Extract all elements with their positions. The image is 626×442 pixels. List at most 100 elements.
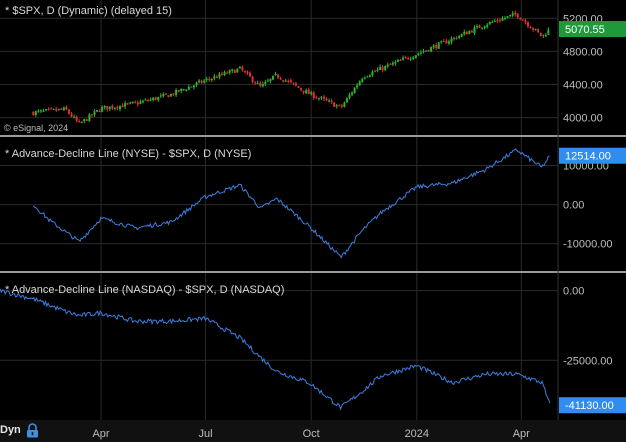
candle-down xyxy=(32,111,35,116)
candle-up xyxy=(266,80,269,82)
x-tick-label: Jul xyxy=(199,428,213,440)
candle-down xyxy=(134,102,137,104)
candle-down xyxy=(154,97,157,100)
candle-down xyxy=(526,22,529,27)
candle-up xyxy=(483,26,486,29)
x-tick-label: Oct xyxy=(303,428,320,440)
candle-down xyxy=(282,80,285,82)
candle-up xyxy=(506,16,509,18)
candle-down xyxy=(75,116,78,121)
candle-up xyxy=(236,68,239,73)
candle-up xyxy=(274,74,277,76)
candle-down xyxy=(312,92,315,99)
candle-down xyxy=(470,30,473,33)
candle-up xyxy=(52,108,55,110)
dynamic-mode-label[interactable]: Dyn xyxy=(0,424,21,436)
candle-up xyxy=(368,75,371,77)
candle-up xyxy=(468,31,471,34)
candle-down xyxy=(277,74,280,78)
candle-down xyxy=(478,25,481,28)
candle-down xyxy=(215,76,218,78)
candle-up xyxy=(88,114,91,122)
candle-up xyxy=(223,72,226,76)
candle-up xyxy=(511,13,514,16)
candle-up xyxy=(320,97,323,99)
candle-down xyxy=(307,89,310,94)
adl-series-line xyxy=(32,148,550,259)
candle-up xyxy=(73,116,76,118)
candle-up xyxy=(129,102,132,104)
candle-up xyxy=(351,92,354,95)
candle-down xyxy=(514,12,517,15)
candle-up xyxy=(261,83,264,87)
y-tick-label: -10000.00 xyxy=(563,239,613,251)
candle-up xyxy=(417,53,420,55)
candle-up xyxy=(422,51,425,53)
candle-up xyxy=(391,62,394,65)
candle-up xyxy=(310,92,313,95)
nasdaq-adl-panel[interactable] xyxy=(0,288,551,411)
candle-down xyxy=(516,13,519,18)
candle-up xyxy=(328,100,331,102)
candle-up xyxy=(103,106,106,108)
candle-down xyxy=(455,37,458,39)
candle-down xyxy=(338,104,341,106)
candle-up xyxy=(501,18,504,21)
candle-up xyxy=(124,103,127,107)
price-panel[interactable] xyxy=(32,10,550,124)
candle-down xyxy=(116,107,119,109)
candle-down xyxy=(287,80,290,82)
candle-up xyxy=(419,52,422,54)
candle-down xyxy=(177,90,180,92)
candle-up xyxy=(458,36,461,38)
candle-up xyxy=(113,107,116,109)
candle-down xyxy=(279,77,282,80)
candle-down xyxy=(524,20,527,23)
candle-up xyxy=(93,111,96,115)
candle-up xyxy=(509,14,512,17)
candle-up xyxy=(409,58,412,60)
candle-up xyxy=(335,105,338,107)
candle-up xyxy=(162,94,165,97)
candle-down xyxy=(254,82,257,84)
candle-up xyxy=(460,34,463,37)
candle-down xyxy=(126,103,129,105)
candle-up xyxy=(384,65,387,71)
candle-up xyxy=(159,95,162,97)
candle-up xyxy=(317,98,320,100)
candle-up xyxy=(366,76,369,78)
candle-down xyxy=(233,70,236,73)
candle-up xyxy=(141,100,144,103)
candle-up xyxy=(447,41,450,44)
candle-down xyxy=(220,73,223,75)
candle-up xyxy=(228,70,231,74)
candle-up xyxy=(386,64,389,67)
candle-up xyxy=(493,20,496,22)
candle-down xyxy=(465,32,468,35)
nasdaq-adl-panel-title: * Advance-Decline Line (NASDAQ) - $SPX, … xyxy=(5,284,285,296)
candle-down xyxy=(297,86,300,88)
candle-up xyxy=(180,88,183,92)
candle-up xyxy=(231,69,234,71)
candle-up xyxy=(182,89,185,91)
candle-down xyxy=(292,82,295,84)
candle-up xyxy=(256,82,259,84)
candle-up xyxy=(187,86,190,90)
candle-up xyxy=(414,55,417,58)
candle-down xyxy=(226,72,229,74)
nyse-adl-panel[interactable] xyxy=(32,148,550,259)
candle-up xyxy=(463,31,466,35)
candle-up xyxy=(504,17,507,19)
y-tick-label: 4000.00 xyxy=(563,113,603,125)
price-panel-title: * $SPX, D (Dynamic) (delayed 15) xyxy=(5,5,172,17)
candle-up xyxy=(195,82,198,86)
candle-down xyxy=(532,27,535,30)
candle-down xyxy=(98,110,101,112)
lock-icon[interactable] xyxy=(26,423,39,438)
candle-down xyxy=(389,63,392,65)
candle-down xyxy=(427,49,430,52)
candle-up xyxy=(57,108,60,110)
candle-down xyxy=(78,120,81,122)
candle-up xyxy=(101,107,104,112)
